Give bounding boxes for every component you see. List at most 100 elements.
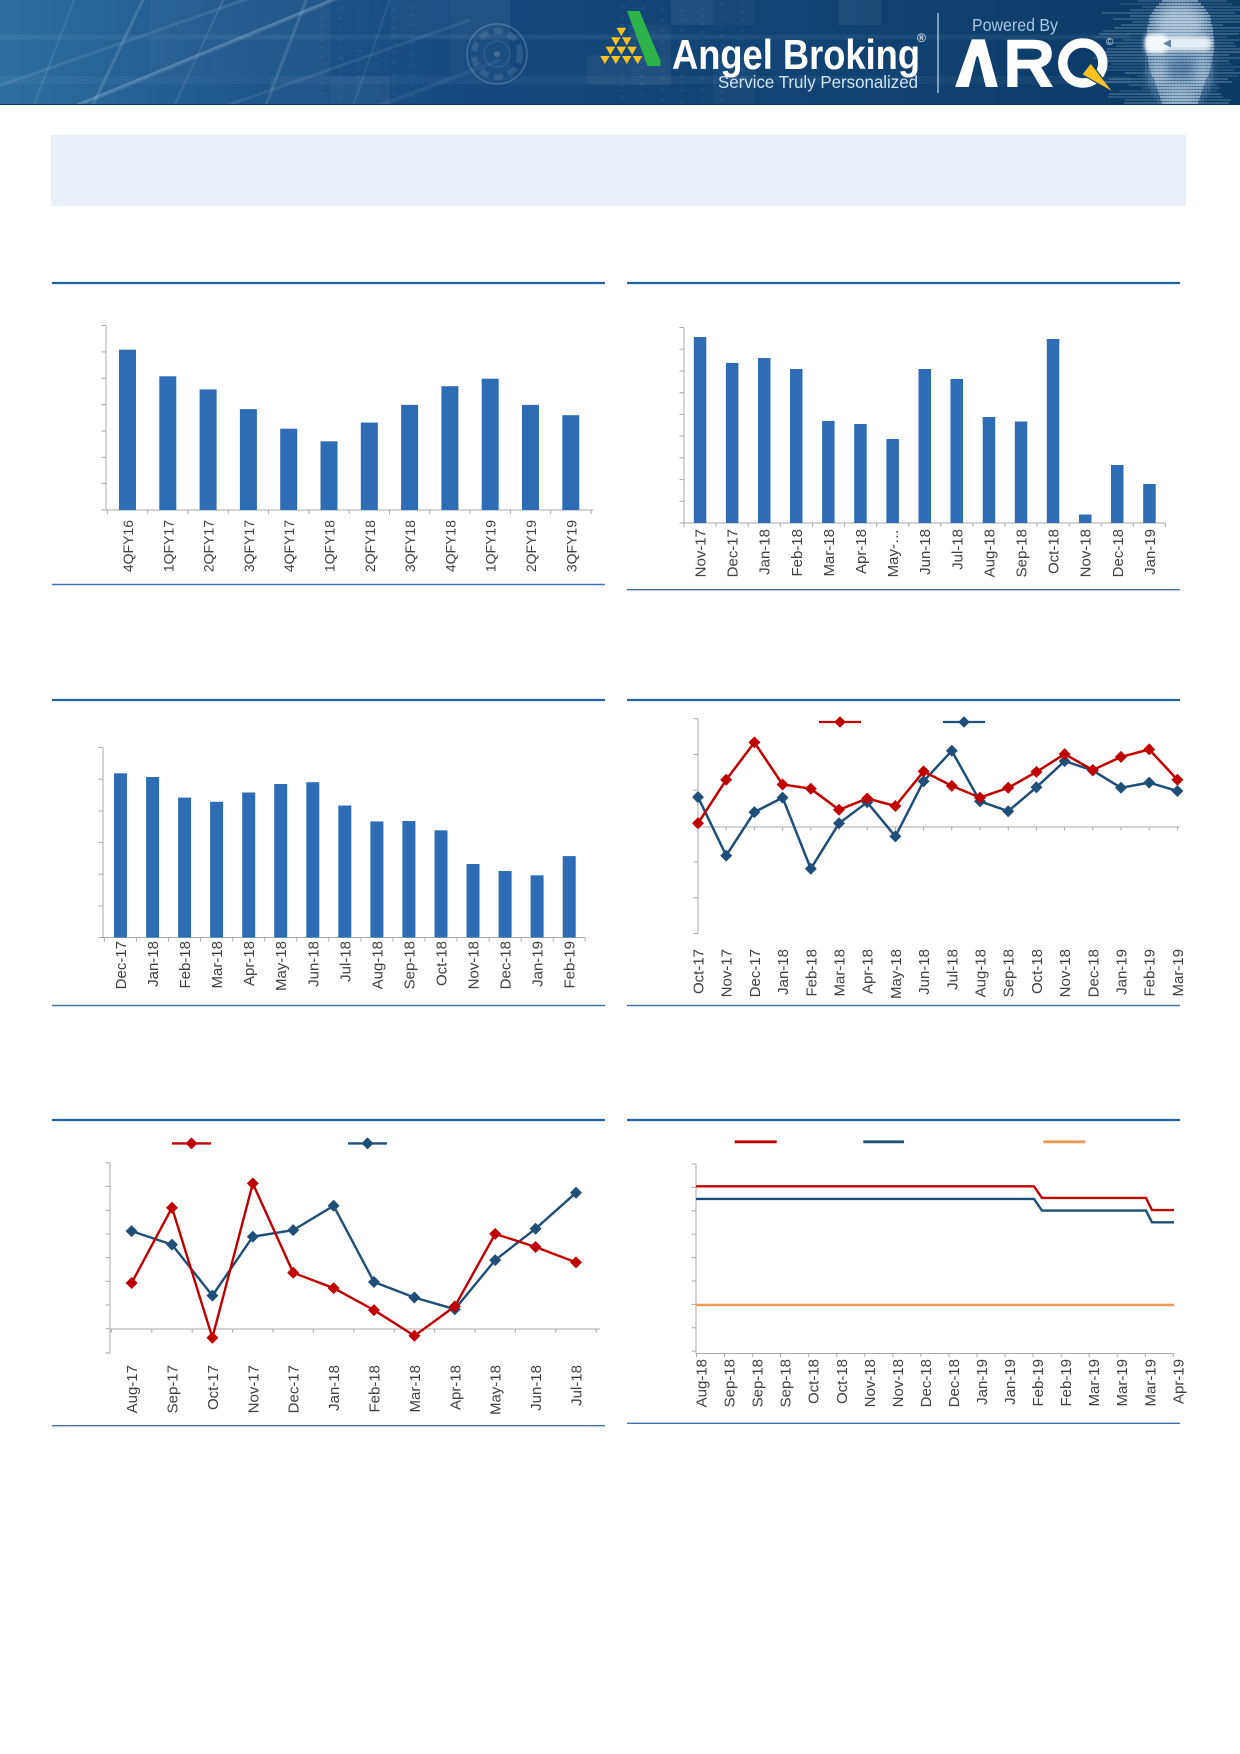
svg-text:10: 10: [740, 2, 746, 7]
svg-text:11: 11: [680, 46, 685, 51]
svg-text:01: 01: [700, 76, 706, 81]
svg-text:01: 01: [740, 48, 746, 53]
svg-text:11: 11: [374, 12, 379, 17]
svg-text:®: ®: [917, 31, 926, 45]
svg-text:10: 10: [660, 87, 666, 92]
svg-text:01: 01: [720, 2, 726, 7]
svg-text:Jun-18: Jun-18: [916, 949, 933, 995]
svg-text:Mar-19: Mar-19: [1142, 1359, 1159, 1407]
svg-text:Feb-19: Feb-19: [1030, 1359, 1047, 1407]
svg-text:Nov-17: Nov-17: [719, 949, 736, 997]
svg-text:Nov-18: Nov-18: [466, 941, 483, 989]
svg-text:10: 10: [680, 61, 686, 66]
svg-text:Nov-18: Nov-18: [890, 1359, 907, 1407]
svg-text:Mar-18: Mar-18: [209, 941, 226, 989]
svg-text:3QFY18: 3QFY18: [402, 520, 418, 572]
svg-text:Sep-18: Sep-18: [1014, 529, 1031, 577]
svg-text:May-…: May-…: [885, 529, 902, 577]
svg-text:Aug-18: Aug-18: [694, 1359, 711, 1407]
svg-text:Sep-18: Sep-18: [401, 941, 418, 989]
svg-text:01: 01: [680, 8, 686, 13]
svg-text:01: 01: [356, 82, 362, 87]
svg-text:Dec-17: Dec-17: [286, 1365, 303, 1413]
svg-text:00: 00: [660, 39, 666, 44]
svg-text:10: 10: [660, 76, 666, 81]
svg-text:Aug-18: Aug-18: [981, 529, 998, 577]
svg-text:00: 00: [338, 16, 344, 21]
svg-text:11: 11: [338, 26, 343, 31]
svg-text:01: 01: [320, 55, 326, 60]
svg-text:Feb-18: Feb-18: [789, 529, 806, 577]
svg-text:10: 10: [392, 72, 398, 77]
svg-text:00: 00: [374, 46, 380, 51]
svg-text:1QFY18: 1QFY18: [322, 520, 338, 572]
svg-text:11: 11: [356, 16, 361, 21]
svg-text:11: 11: [720, 49, 725, 54]
svg-text:01: 01: [680, 39, 686, 44]
svg-text:Sep-18: Sep-18: [778, 1359, 795, 1407]
svg-text:Dec-17: Dec-17: [747, 949, 764, 997]
svg-text:11: 11: [356, 67, 361, 72]
svg-text:01: 01: [720, 78, 726, 83]
svg-text:00: 00: [640, 58, 646, 63]
svg-text:11: 11: [700, 14, 705, 19]
svg-text:Jun-18: Jun-18: [917, 529, 934, 575]
svg-text:Oct-18: Oct-18: [434, 941, 451, 986]
svg-text:4QFY18: 4QFY18: [442, 520, 458, 572]
svg-text:May-18: May-18: [488, 1365, 505, 1415]
svg-text:00: 00: [640, 74, 646, 79]
svg-text:Dec-18: Dec-18: [498, 941, 515, 989]
svg-text:Jul-18: Jul-18: [337, 941, 354, 982]
svg-text:Mar-19: Mar-19: [1170, 949, 1187, 997]
svg-text:10: 10: [410, 73, 416, 78]
svg-text:Feb-19: Feb-19: [1058, 1359, 1075, 1407]
svg-text:01: 01: [320, 72, 326, 77]
svg-text:©: ©: [1106, 37, 1114, 48]
svg-text:01: 01: [392, 33, 398, 38]
svg-text:Feb-18: Feb-18: [177, 941, 194, 989]
svg-text:10: 10: [410, 23, 416, 28]
svg-text:Jan-19: Jan-19: [974, 1359, 991, 1405]
svg-text:10: 10: [700, 65, 706, 70]
svg-text:11: 11: [740, 75, 745, 80]
svg-text:01: 01: [740, 9, 746, 14]
svg-text:11: 11: [392, 7, 397, 12]
svg-text:00: 00: [720, 34, 726, 39]
svg-text:01: 01: [410, 40, 416, 45]
svg-text:10: 10: [338, 76, 344, 81]
svg-text:01: 01: [660, 7, 666, 12]
svg-text:01: 01: [640, 81, 646, 86]
svg-text:Oct-17: Oct-17: [205, 1365, 222, 1410]
svg-text:Oct-18: Oct-18: [834, 1359, 851, 1404]
svg-text:01: 01: [720, 98, 726, 103]
svg-text:11: 11: [392, 82, 397, 87]
svg-text:11: 11: [620, 15, 625, 20]
svg-text:00: 00: [320, 62, 326, 67]
svg-text:Jan-18: Jan-18: [775, 949, 792, 995]
svg-text:Oct-17: Oct-17: [691, 949, 708, 994]
svg-text:Service Truly Personalized: Service Truly Personalized: [718, 72, 918, 92]
svg-text:Jun-18: Jun-18: [305, 941, 322, 987]
svg-text:Apr-18: Apr-18: [447, 1365, 464, 1410]
svg-text:Apr-18: Apr-18: [241, 941, 258, 986]
svg-text:11: 11: [620, 23, 625, 28]
svg-text:10: 10: [374, 4, 380, 9]
svg-text:Nov-18: Nov-18: [1078, 529, 1095, 577]
svg-text:2QFY18: 2QFY18: [362, 520, 378, 572]
svg-text:4QFY16: 4QFY16: [120, 520, 136, 572]
svg-text:01: 01: [660, 28, 666, 33]
svg-text:10: 10: [680, 17, 686, 22]
svg-text:00: 00: [392, 49, 398, 54]
svg-text:01: 01: [392, 16, 398, 21]
svg-text:01: 01: [620, 83, 626, 88]
svg-text:10: 10: [660, 47, 666, 52]
svg-text:10: 10: [392, 41, 398, 46]
svg-text:00: 00: [700, 58, 706, 63]
svg-text:Jan-19: Jan-19: [1142, 529, 1159, 575]
svg-text:Feb-18: Feb-18: [803, 949, 820, 997]
svg-text:11: 11: [320, 30, 325, 35]
svg-text:Powered By: Powered By: [972, 15, 1058, 35]
svg-text:Angel Broking: Angel Broking: [672, 31, 920, 78]
svg-text:00: 00: [392, 60, 398, 65]
svg-text:Jan-19: Jan-19: [530, 941, 547, 987]
